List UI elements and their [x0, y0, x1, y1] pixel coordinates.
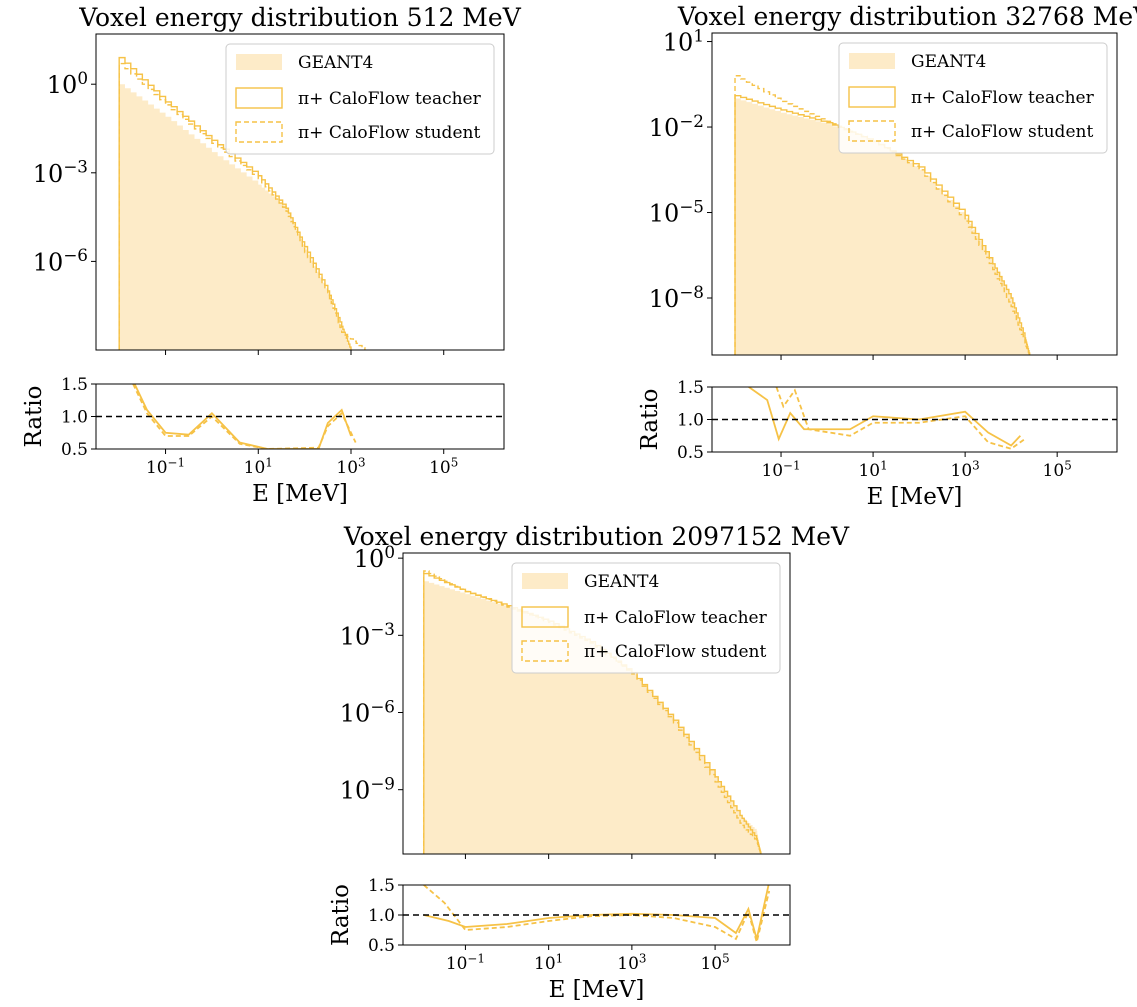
legend-box [511, 562, 781, 674]
x-tick-label: 10−1 [146, 455, 185, 478]
legend-entry-1: GEANT4 [911, 52, 986, 72]
y-tick-label: 100 [354, 542, 395, 573]
legend: GEANT4 π+ CaloFlow teacher π+ CaloFlow stu… [225, 43, 495, 155]
x-tick-label: 105 [700, 951, 729, 974]
legend-entry-3: π+ CaloFlow student [584, 642, 766, 662]
y-tick-label: 10−3 [340, 619, 395, 650]
legend-entry-2: π+ CaloFlow teacher [584, 608, 768, 628]
y-tick-label: 10−6 [340, 696, 395, 727]
x-axis-label: E [MeV] [867, 484, 963, 510]
y-tick-label: 100 [47, 68, 88, 99]
legend-entry-3: π+ CaloFlow student [298, 123, 480, 143]
geant4-histogram [423, 581, 761, 854]
ratio-student-line [132, 384, 357, 449]
legend: GEANT4 π+ CaloFlow teacher π+ CaloFlow stu… [838, 42, 1108, 154]
x-axis-label: E [MeV] [549, 977, 645, 1003]
legend-student-swatch [848, 120, 896, 142]
chart-panel-3: Voxel energy distribution 2097152 MeV100… [328, 522, 850, 1003]
x-tick-label: 101 [244, 455, 273, 478]
main-axes-frame [711, 32, 1118, 356]
plot-area [734, 75, 1031, 355]
ratio-teacher-line [423, 885, 770, 940]
legend-entry-1: GEANT4 [298, 53, 373, 73]
ratio-y-tick-label: 1.0 [677, 411, 704, 431]
ratio-y-tick-label: 1.5 [677, 378, 704, 398]
x-tick-label: 103 [951, 458, 980, 481]
legend-box [225, 43, 495, 155]
x-tick-label: 103 [336, 455, 365, 478]
ratio-y-tick-label: 0.5 [368, 936, 395, 956]
ratio-ylabel: Ratio [21, 385, 47, 447]
y-tick-label: 10−3 [33, 157, 88, 188]
plot-area [118, 56, 366, 350]
y-tick-label: 10−8 [649, 282, 704, 313]
legend-teacher-swatch [848, 86, 896, 108]
main-axes-frame [95, 33, 505, 351]
legend: GEANT4 π+ CaloFlow teacher π+ CaloFlow stu… [511, 562, 781, 674]
legend-entry-1: GEANT4 [584, 572, 659, 592]
legend-geant4-swatch [236, 54, 282, 70]
legend-entry-3: π+ CaloFlow student [911, 122, 1093, 142]
ratio-y-tick-label: 1.5 [61, 375, 88, 395]
x-tick-label: 101 [534, 951, 563, 974]
y-tick-label: 101 [663, 25, 704, 56]
legend-geant4-swatch [849, 53, 895, 69]
ratio-y-tick-label: 0.5 [677, 443, 704, 463]
ratio-y-tick-label: 0.5 [61, 440, 88, 460]
ratio-area [96, 384, 504, 449]
ratio-ylabel: Ratio [328, 884, 354, 946]
chart-panel-2: Voxel energy distribution 32768 MeV10110… [637, 2, 1137, 510]
legend-geant4-swatch [522, 573, 568, 589]
geant4-histogram [119, 84, 351, 350]
legend-teacher-swatch [521, 606, 569, 628]
ratio-area [712, 387, 1117, 450]
y-tick-label: 10−9 [340, 773, 395, 804]
chart-title: Voxel energy distribution 2097152 MeV [343, 522, 850, 551]
legend-student-swatch [521, 640, 569, 662]
chart-title: Voxel energy distribution 32768 MeV [677, 2, 1137, 31]
teacher-histogram [734, 94, 1031, 355]
legend-teacher-swatch [235, 87, 283, 109]
ratio-teacher-line [748, 387, 1022, 447]
ratio-area [403, 885, 790, 945]
x-tick-label: 10−1 [761, 458, 800, 481]
teacher-histogram [118, 56, 352, 350]
x-tick-label: 10−1 [446, 951, 485, 974]
legend-box [838, 42, 1108, 154]
legend-entry-2: π+ CaloFlow teacher [911, 88, 1095, 108]
y-tick-label: 10−2 [649, 111, 704, 142]
x-tick-label: 105 [429, 455, 458, 478]
x-axis-label: E [MeV] [252, 481, 348, 507]
chart-panel-1: Voxel energy distribution 512 MeV 100 10−3… [21, 3, 522, 507]
ratio-y-tick-label: 1.5 [368, 876, 395, 896]
ratio-y-tick-label: 1.0 [61, 408, 88, 428]
y-tick-label: 10−5 [649, 196, 704, 227]
ratio-ylabel: Ratio [637, 388, 663, 450]
chart-title: Voxel energy distribution 512 MeV [78, 3, 521, 32]
main-axes-frame [402, 552, 791, 855]
geant4-histogram [735, 98, 1030, 355]
legend-student-swatch [235, 121, 283, 143]
student-histogram [734, 75, 1031, 355]
x-tick-label: 101 [858, 458, 887, 481]
x-tick-label: 103 [617, 951, 646, 974]
legend-entry-2: π+ CaloFlow teacher [298, 89, 482, 109]
ratio-y-tick-label: 1.0 [368, 906, 395, 926]
y-tick-label: 10−6 [33, 245, 88, 276]
ratio-student-line [775, 387, 1026, 450]
x-tick-label: 105 [1043, 458, 1072, 481]
ratio-teacher-line [133, 384, 352, 449]
ratio-student-line [423, 885, 771, 945]
